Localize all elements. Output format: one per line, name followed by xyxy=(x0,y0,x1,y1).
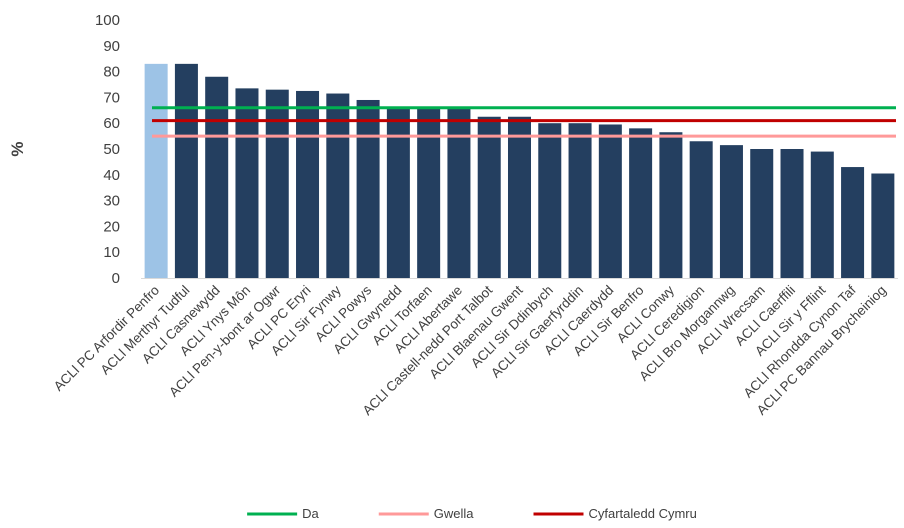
bar xyxy=(568,123,592,278)
y-tick-label: 20 xyxy=(103,218,120,235)
bar xyxy=(871,173,895,278)
y-tick-label: 60 xyxy=(103,115,120,132)
legend-label: Cyfartaledd Cymru xyxy=(589,506,697,521)
y-tick-label: 40 xyxy=(103,167,120,184)
bar xyxy=(144,63,168,278)
bar xyxy=(810,151,834,278)
bar xyxy=(689,141,713,278)
y-tick-label: 30 xyxy=(103,193,120,210)
bar xyxy=(296,90,320,278)
y-tick-label: 0 xyxy=(112,270,120,287)
bar xyxy=(205,76,229,278)
bar xyxy=(659,132,683,278)
y-tick-label: 10 xyxy=(103,244,120,261)
bar xyxy=(265,89,289,278)
y-tick-label: 50 xyxy=(103,141,120,158)
y-tick-label: 100 xyxy=(95,12,120,29)
bar xyxy=(780,149,804,278)
bar xyxy=(719,145,743,278)
y-tick-label: 70 xyxy=(103,89,120,106)
bar xyxy=(417,109,441,278)
legend: Da Gwella Cyfartaledd Cymru xyxy=(247,506,697,521)
bar xyxy=(750,149,774,278)
bar xyxy=(447,109,471,278)
bar xyxy=(841,167,865,278)
bar xyxy=(235,88,259,279)
y-tick-label: 90 xyxy=(103,38,120,55)
reference-lines-group xyxy=(152,106,896,138)
bar xyxy=(629,128,653,278)
bar xyxy=(356,99,380,278)
bar xyxy=(326,93,350,278)
y-axis: 0 10 20 30 40 50 60 70 80 90 100 xyxy=(95,12,120,287)
bar xyxy=(477,116,501,278)
y-tick-label: 80 xyxy=(103,64,120,81)
legend-label: Gwella xyxy=(434,506,475,521)
bar xyxy=(598,124,622,279)
bar xyxy=(174,63,198,278)
bar xyxy=(538,123,562,278)
legend-label: Da xyxy=(302,506,319,521)
bar xyxy=(386,107,410,278)
bar xyxy=(507,116,531,278)
bars-group xyxy=(144,63,895,279)
y-axis-label: % xyxy=(8,141,27,156)
